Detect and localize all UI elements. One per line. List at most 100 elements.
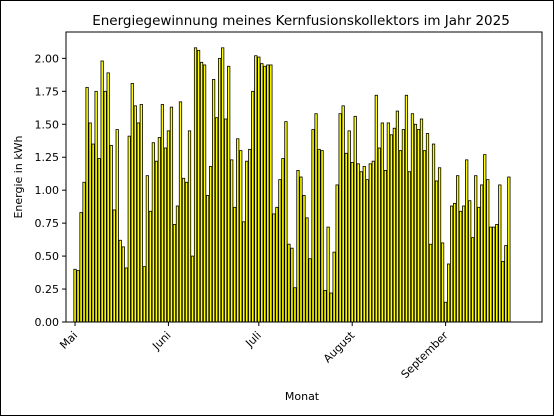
bar [392, 127, 396, 323]
bar [428, 243, 433, 323]
bar [281, 158, 285, 323]
bar [172, 224, 177, 323]
y-axis: 0.00 0.25 0.50 0.75 1.00 1.25 1.50 1.75 2.00 [35, 52, 66, 329]
plot-frame [65, 31, 543, 323]
bar [257, 56, 261, 323]
y-axis-label: Energie in kWh [12, 135, 25, 218]
bars-group [73, 47, 511, 323]
bar [160, 104, 165, 323]
bar [100, 60, 104, 323]
bar [142, 266, 146, 323]
bar [88, 122, 92, 323]
bar [465, 159, 469, 323]
bar [103, 90, 107, 323]
bar [419, 118, 424, 323]
bar [450, 205, 454, 323]
bar [148, 210, 152, 323]
bar [163, 147, 168, 323]
x-axis: Mai Juni Juli August September [57, 322, 451, 381]
bar [254, 55, 258, 323]
bar [453, 202, 457, 323]
bar [437, 167, 442, 323]
bar [187, 130, 192, 323]
bar [395, 110, 400, 323]
bar [371, 160, 375, 323]
bar [91, 143, 95, 323]
bar [332, 251, 336, 323]
x-tick-label: Mai [57, 329, 80, 352]
bar [416, 129, 421, 323]
bar [462, 205, 466, 323]
bar [82, 181, 86, 323]
bar [284, 121, 288, 323]
bar [308, 258, 312, 323]
bar [157, 137, 162, 323]
bar [290, 247, 294, 323]
bar [486, 179, 490, 323]
bar [377, 147, 381, 323]
bar [368, 163, 372, 323]
bar [468, 200, 472, 323]
x-tick-label: Juli [242, 329, 263, 350]
bar [118, 239, 122, 323]
chart-title: Energiegewinnung meines Kernfusionskolle… [92, 13, 510, 29]
bar [151, 142, 155, 323]
bar [489, 226, 493, 323]
bar [94, 90, 98, 323]
bar [296, 170, 300, 323]
bar [401, 129, 406, 323]
x-tick-label: Juni [149, 329, 173, 353]
bar [440, 242, 445, 323]
bar [471, 237, 475, 323]
bar [431, 143, 436, 323]
bar [365, 179, 369, 323]
bar [389, 134, 393, 323]
bar [181, 177, 186, 323]
bar [127, 135, 131, 323]
bar [76, 270, 80, 323]
bar [106, 72, 110, 323]
bar [338, 113, 342, 323]
bar [293, 287, 297, 323]
bar [341, 105, 345, 323]
bar [115, 129, 119, 323]
bar [344, 152, 348, 323]
bar [302, 195, 306, 323]
bar [347, 130, 351, 323]
bar [169, 106, 174, 323]
bar [398, 150, 403, 323]
bar [139, 104, 143, 323]
bar [275, 206, 279, 323]
bar [224, 118, 228, 323]
bar [233, 206, 237, 323]
bar [236, 138, 240, 323]
x-tick-label: August [321, 328, 358, 365]
bar [205, 195, 210, 323]
bar [175, 205, 180, 323]
bar [459, 210, 463, 323]
bar [504, 245, 508, 323]
y-tick-label: 0.75 [35, 217, 60, 230]
y-tick-label: 0.00 [35, 316, 60, 329]
bar [112, 209, 116, 323]
bar [350, 162, 354, 323]
bar [263, 65, 267, 323]
bar [477, 206, 481, 323]
bar [97, 158, 101, 323]
bar [383, 170, 387, 323]
bar [335, 184, 339, 323]
bar [404, 94, 409, 323]
bar [356, 163, 360, 323]
bar [212, 79, 216, 323]
bar [353, 115, 357, 323]
y-tick-label: 0.50 [35, 250, 60, 263]
bar [474, 175, 478, 323]
bar [245, 160, 249, 323]
bar [359, 171, 363, 323]
y-tick-label: 1.00 [35, 184, 60, 197]
bar [208, 166, 213, 323]
bar [154, 160, 158, 323]
bar [215, 117, 219, 323]
y-tick-label: 1.25 [35, 151, 60, 164]
